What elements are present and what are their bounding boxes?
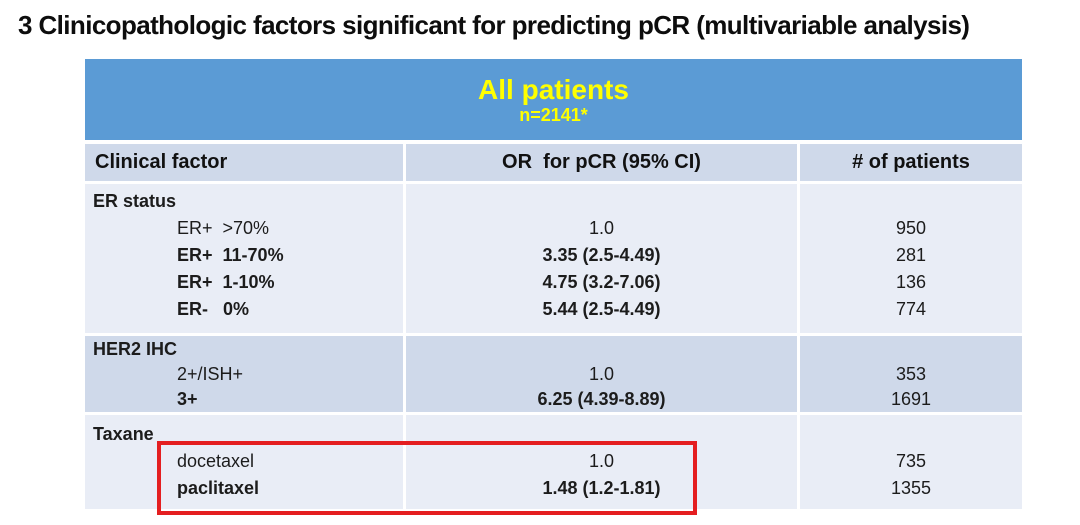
factor-cell: ER- 0%	[177, 299, 250, 319]
or-cell: 5.44 (2.5-4.49)	[542, 299, 661, 319]
factor-column: HER2 IHC 2+/ISH+ 3+	[85, 336, 403, 412]
patients-cell: 774	[895, 299, 927, 319]
table-section: Taxane docetaxel paclitaxel 1.0 1.48 (1.2-1.…	[85, 415, 1022, 509]
patients-column: 353 1691	[800, 336, 1022, 412]
column-header-or-pcr: OR for pCR (95% CI)	[406, 144, 797, 181]
section-label: HER2 IHC	[93, 339, 178, 359]
spacer	[800, 421, 1022, 448]
patients-column: 950 281 136 774	[800, 184, 1022, 333]
factor-cell: ER+ 1-10%	[177, 272, 275, 292]
factor-cell: ER+ 11-70%	[177, 245, 284, 265]
section-label: Taxane	[93, 424, 154, 444]
spacer	[406, 188, 797, 215]
patients-cell: 353	[895, 364, 927, 384]
column-header-clinical-factor: Clinical factor	[85, 144, 403, 181]
spacer	[800, 188, 1022, 215]
table-header-row: Clinical factor OR for pCR (95% CI) # of…	[85, 144, 1022, 181]
patients-cell: 1691	[890, 389, 932, 409]
or-cell: 1.48 (1.2-1.81)	[542, 478, 661, 498]
banner-subtitle: n=2141*	[519, 104, 588, 125]
or-cell: 6.25 (4.39-8.89)	[537, 389, 666, 409]
column-header-num-patients: # of patients	[800, 144, 1022, 181]
or-cell: 1.0	[588, 364, 615, 384]
table-section: ER status ER+ >70% ER+ 11-70% ER+ 1-10% ER- …	[85, 184, 1022, 333]
page-title: 3 Clinicopathologic factors significant …	[18, 10, 970, 40]
or-cell: 1.0	[588, 218, 615, 238]
patients-cell: 950	[895, 218, 927, 238]
spacer	[406, 421, 797, 448]
or-column: 1.0 1.48 (1.2-1.81)	[406, 415, 797, 509]
spacer	[406, 337, 797, 362]
table-section: HER2 IHC 2+/ISH+ 3+ 1.0 6.25 (4.39-8.89) 353 1…	[85, 336, 1022, 412]
or-column: 1.0 3.35 (2.5-4.49) 4.75 (3.2-7.06) 5.44 (2…	[406, 184, 797, 333]
factor-cell: paclitaxel	[177, 478, 260, 498]
table-body: ER status ER+ >70% ER+ 11-70% ER+ 1-10% ER- …	[85, 184, 1022, 509]
patients-cell: 136	[895, 272, 927, 292]
table-banner: All patients n=2141*	[85, 59, 1022, 140]
banner-title: All patients	[478, 73, 629, 105]
patients-cell: 1355	[890, 478, 932, 498]
section-label: ER status	[93, 191, 177, 211]
results-table: All patients n=2141* Clinical factor OR …	[85, 59, 1022, 512]
patients-column: 735 1355	[800, 415, 1022, 509]
patients-cell: 735	[895, 451, 927, 471]
factor-column: Taxane docetaxel paclitaxel	[85, 415, 403, 509]
or-cell: 3.35 (2.5-4.49)	[542, 245, 661, 265]
or-cell: 4.75 (3.2-7.06)	[542, 272, 661, 292]
spacer	[800, 337, 1022, 362]
patients-cell: 281	[895, 245, 927, 265]
factor-cell: docetaxel	[177, 451, 255, 471]
or-cell: 1.0	[588, 451, 615, 471]
factor-cell: 3+	[177, 389, 198, 409]
factor-cell: 2+/ISH+	[177, 364, 244, 384]
factor-column: ER status ER+ >70% ER+ 11-70% ER+ 1-10% ER- …	[85, 184, 403, 333]
or-column: 1.0 6.25 (4.39-8.89)	[406, 336, 797, 412]
factor-cell: ER+ >70%	[177, 218, 270, 238]
